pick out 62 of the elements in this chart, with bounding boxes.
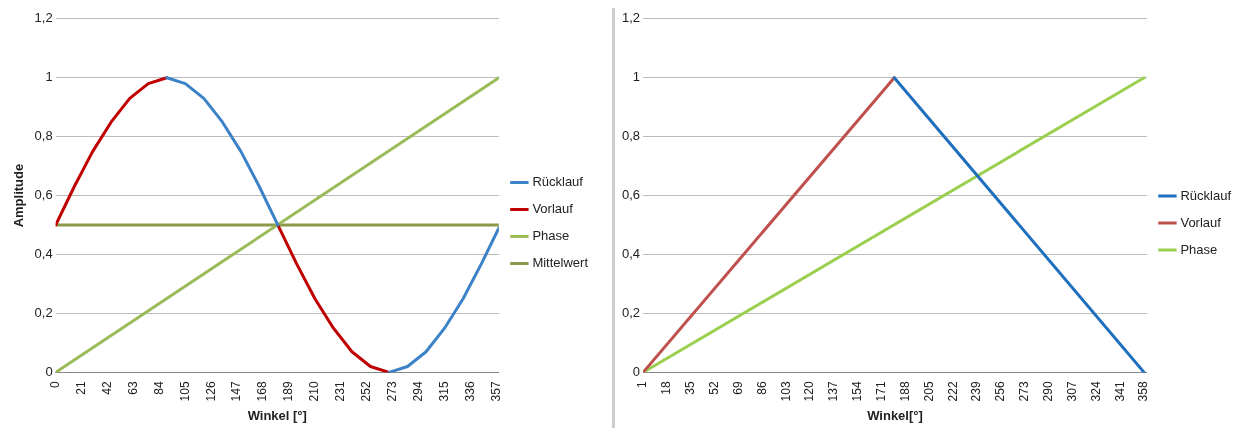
x-tick-label: 336 (462, 381, 477, 402)
x-tick-label: 63 (125, 381, 140, 395)
y-tick-label: 1,2 (34, 10, 53, 26)
x-tick-label: 21 (73, 381, 88, 395)
x-tick-label: 189 (281, 381, 296, 402)
x-tick-label: 358 (1136, 381, 1151, 402)
x-tick-label: 210 (307, 381, 322, 402)
x-tick-label: 222 (945, 381, 960, 402)
x-tick-label: 273 (385, 381, 400, 402)
x-tick-label: 273 (1017, 381, 1032, 402)
x-tick-label: 52 (706, 381, 721, 395)
x-tick-label: 357 (488, 381, 503, 402)
y-axis-title: Amplitude (11, 163, 27, 228)
y-tick-label: 0,6 (621, 187, 641, 203)
y-tick-label: 0,2 (34, 305, 53, 321)
y-tick-label: 0,8 (34, 128, 53, 144)
x-tick-label: 69 (730, 381, 745, 395)
x-tick-label: 290 (1040, 381, 1055, 402)
x-tick-label: 324 (1088, 381, 1103, 402)
x-axis-title: Winkel [°] (247, 407, 307, 423)
x-tick-label: 171 (873, 381, 888, 402)
x-tick-label: 341 (1112, 381, 1127, 402)
legend-label: Vorlauf (532, 201, 574, 217)
x-tick-label: 188 (897, 381, 912, 402)
y-tick-label: 1 (632, 69, 641, 85)
y-tick-label: 0 (45, 363, 53, 379)
y-tick-label: 0,8 (621, 128, 641, 144)
x-tick-label: 86 (754, 381, 769, 395)
x-tick-label: 307 (1064, 381, 1079, 402)
x-tick-label: 35 (683, 381, 698, 395)
x-tick-label: 294 (410, 381, 425, 402)
legend-label: Phase (532, 228, 570, 244)
legend-label: Rücklauf (1180, 187, 1232, 203)
x-tick-label: 147 (229, 381, 244, 402)
x-tick-label: 42 (99, 381, 114, 395)
y-tick-label: 0,2 (621, 305, 641, 321)
y-tick-label: 1,2 (621, 10, 641, 26)
legend-label: Rücklauf (532, 174, 584, 190)
x-tick-label: 105 (177, 381, 192, 402)
x-tick-label: 18 (659, 381, 674, 395)
x-tick-label: 168 (255, 381, 270, 402)
x-tick-label: 205 (921, 381, 936, 402)
x-tick-label: 154 (850, 381, 865, 402)
x-tick-label: 84 (151, 381, 166, 395)
x-tick-label: 315 (436, 381, 451, 402)
y-tick-label: 1 (45, 69, 53, 85)
x-tick-label: 103 (778, 381, 793, 402)
x-tick-label: 239 (969, 381, 984, 402)
legend-label: Phase (1180, 241, 1218, 257)
y-tick-label: 0,4 (34, 246, 53, 262)
x-tick-label: 231 (333, 381, 348, 402)
x-tick-label: 137 (826, 381, 841, 402)
legend-label: Mittelwert (532, 255, 589, 271)
x-tick-label: 252 (359, 381, 374, 402)
x-tick-label: 120 (802, 381, 817, 402)
y-tick-label: 0,6 (34, 187, 53, 203)
y-tick-label: 0,4 (621, 246, 641, 262)
x-axis-title: Winkel[°] (867, 407, 923, 423)
legend-label: Vorlauf (1180, 214, 1222, 230)
y-tick-label: 0 (632, 363, 641, 379)
x-tick-label: 256 (993, 381, 1008, 402)
x-tick-label: 126 (203, 381, 218, 402)
